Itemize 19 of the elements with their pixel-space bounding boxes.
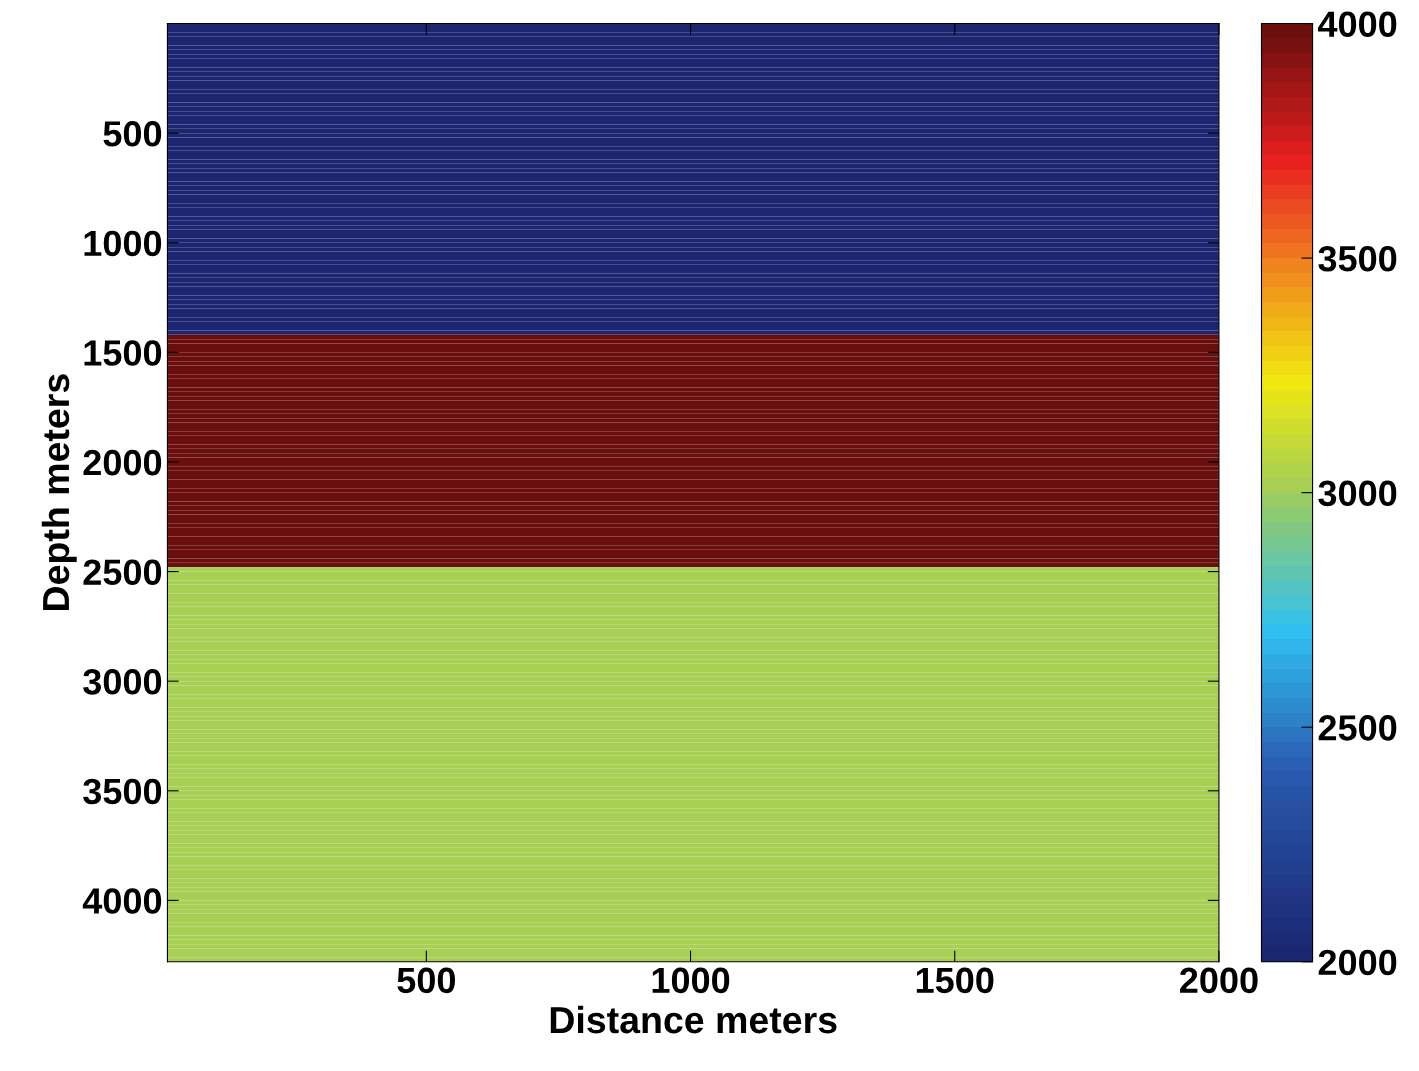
y-tick-label: 2000 bbox=[83, 449, 162, 476]
y-tick-label: 4000 bbox=[82, 888, 162, 914]
y-tick-label: 500 bbox=[103, 121, 162, 147]
x-tick-label: 1500 bbox=[916, 967, 994, 994]
x-tick-label: 1000 bbox=[652, 967, 730, 994]
y-axis-title: Depth meters bbox=[41, 374, 77, 610]
x-tick-label: 2000 bbox=[1180, 967, 1258, 994]
y-tick-label: 2500 bbox=[83, 559, 162, 586]
color-bar-label: 2500 bbox=[1318, 715, 1397, 741]
color-bar-label: 3500 bbox=[1318, 245, 1397, 272]
y-tick-label: 3500 bbox=[83, 778, 162, 805]
y-tick-label: 1500 bbox=[84, 340, 162, 366]
x-axis-title: Distance meters bbox=[550, 1005, 837, 1034]
color-bar-label: 4000 bbox=[1317, 11, 1397, 37]
y-tick-label: 1000 bbox=[84, 230, 162, 257]
x-tick-label: 500 bbox=[397, 967, 455, 994]
color-bar-label: 2000 bbox=[1318, 949, 1397, 976]
y-tick-label: 3000 bbox=[83, 669, 162, 695]
color-bar-label: 3000 bbox=[1318, 480, 1397, 507]
